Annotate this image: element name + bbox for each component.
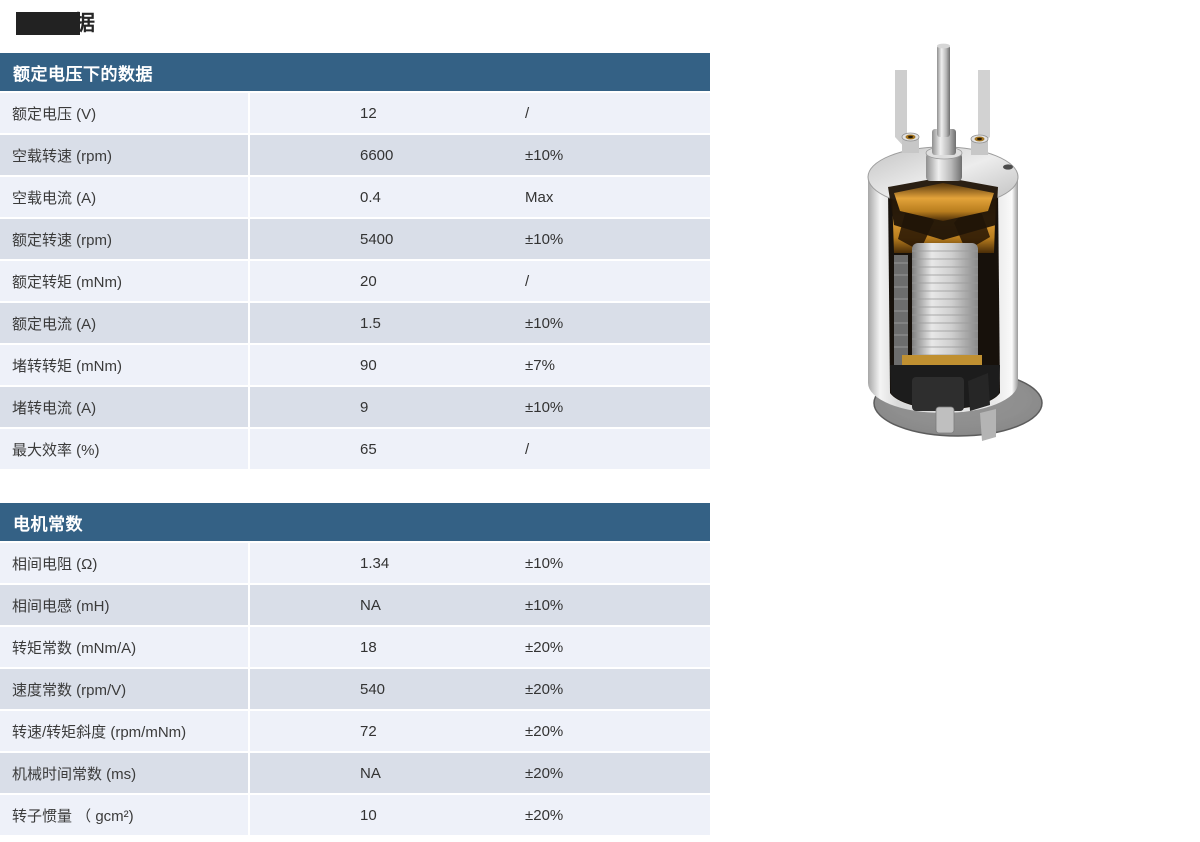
table-row: 空载转速 (rpm) 6600 ±10% xyxy=(0,135,710,177)
row-label: 额定转速 (rpm) xyxy=(0,219,250,259)
row-tolerance: / xyxy=(525,272,530,290)
row-label: 额定转矩 (mNm) xyxy=(0,261,250,301)
row-label: 堵转电流 (A) xyxy=(0,387,250,427)
table-row: 堵转转矩 (mNm) 90 ±7% xyxy=(0,345,710,387)
table-row: 转矩常数 (mNm/A) 18 ±20% xyxy=(0,627,710,669)
row-value: 6600 xyxy=(360,146,394,164)
table-row: 额定转矩 (mNm) 20 / xyxy=(0,261,710,303)
row-value: 72 xyxy=(360,722,377,740)
table-rows: 额定电压 (V) 12 / 空载转速 (rpm) 6600 ±10% 空载电流 … xyxy=(0,91,710,471)
row-tolerance: ±10% xyxy=(525,230,564,248)
row-tolerance: / xyxy=(525,440,530,458)
table-row: 空载电流 (A) 0.4 Max xyxy=(0,177,710,219)
table-rows: 相间电阻 (Ω) 1.34 ±10% 相间电感 (mH) NA ±10% 转矩常… xyxy=(0,541,710,837)
row-value: NA xyxy=(360,764,381,782)
row-tolerance: ±10% xyxy=(525,314,564,332)
table-row: 转子惯量 （ gcm²) 10 ±20% xyxy=(0,795,710,837)
row-label: 相间电感 (mH) xyxy=(0,585,250,625)
row-label: 额定电流 (A) xyxy=(0,303,250,343)
row-label: 相间电阻 (Ω) xyxy=(0,543,250,583)
spec-tables: 额定电压下的数据 额定电压 (V) 12 / 空载转速 (rpm) 6600 ±… xyxy=(0,53,710,837)
row-label: 最大效率 (%) xyxy=(0,429,250,469)
table-row: 相间电阻 (Ω) 1.34 ±10% xyxy=(0,543,710,585)
row-tolerance: ±20% xyxy=(525,806,564,824)
row-value: 1.34 xyxy=(360,554,390,572)
row-value: NA xyxy=(360,596,381,614)
row-tolerance: ±7% xyxy=(525,356,555,374)
table-title: 电机常数 xyxy=(13,514,83,534)
row-value: 9 xyxy=(360,398,369,416)
row-value: 540 xyxy=(360,680,386,698)
row-tolerance: / xyxy=(525,104,530,122)
row-value: 1.5 xyxy=(360,314,381,332)
redaction-box xyxy=(16,12,80,35)
row-tolerance: Max xyxy=(525,188,554,206)
screw-boss-left xyxy=(901,132,920,153)
row-value: 5400 xyxy=(360,230,394,248)
table-row: 机械时间常数 (ms) NA ±20% xyxy=(0,753,710,795)
row-label: 机械时间常数 (ms) xyxy=(0,753,250,793)
row-label: 转矩常数 (mNm/A) xyxy=(0,627,250,667)
row-label: 额定电压 (V) xyxy=(0,93,250,133)
row-value: 0.4 xyxy=(360,188,381,206)
row-label: 转速/转矩斜度 (rpm/mNm) xyxy=(0,711,250,751)
table-header: 电机常数 xyxy=(0,503,710,541)
table-row: 额定电压 (V) 12 / xyxy=(0,93,710,135)
table-row: 额定电流 (A) 1.5 ±10% xyxy=(0,303,710,345)
table-motor-constants: 电机常数 相间电阻 (Ω) 1.34 ±10% 相间电感 (mH) NA ±10… xyxy=(0,503,710,837)
table-rated-voltage: 额定电压下的数据 额定电压 (V) 12 / 空载转速 (rpm) 6600 ±… xyxy=(0,53,710,471)
table-row: 转速/转矩斜度 (rpm/mNm) 72 ±20% xyxy=(0,711,710,753)
row-tolerance: ±10% xyxy=(525,398,564,416)
table-row: 额定转速 (rpm) 5400 ±10% xyxy=(0,219,710,261)
row-tolerance: ±10% xyxy=(525,146,564,164)
row-label: 速度常数 (rpm/V) xyxy=(0,669,250,709)
row-tolerance: ±10% xyxy=(525,554,564,572)
row-tolerance: ±10% xyxy=(525,596,564,614)
table-row: 速度常数 (rpm/V) 540 ±20% xyxy=(0,669,710,711)
row-label: 空载电流 (A) xyxy=(0,177,250,217)
row-value: 10 xyxy=(360,806,377,824)
row-tolerance: ±20% xyxy=(525,680,564,698)
table-title: 额定电压下的数据 xyxy=(13,64,153,84)
row-tolerance: ±20% xyxy=(525,764,564,782)
row-value: 20 xyxy=(360,272,377,290)
motor-cutaway-image xyxy=(850,25,1050,455)
row-label: 转子惯量 （ gcm²) xyxy=(0,795,250,835)
table-row: 相间电感 (mH) NA ±10% xyxy=(0,585,710,627)
row-tolerance: ±20% xyxy=(525,638,564,656)
screw-boss-right xyxy=(970,134,989,155)
row-label: 空载转速 (rpm) xyxy=(0,135,250,175)
row-label: 堵转转矩 (mNm) xyxy=(0,345,250,385)
table-header: 额定电压下的数据 xyxy=(0,53,710,91)
row-value: 90 xyxy=(360,356,377,374)
redacted-heading: 据 xyxy=(16,11,106,37)
row-value: 65 xyxy=(360,440,377,458)
table-row: 最大效率 (%) 65 / xyxy=(0,429,710,471)
row-tolerance: ±20% xyxy=(525,722,564,740)
table-row: 堵转电流 (A) 9 ±10% xyxy=(0,387,710,429)
row-value: 12 xyxy=(360,104,377,122)
row-value: 18 xyxy=(360,638,377,656)
